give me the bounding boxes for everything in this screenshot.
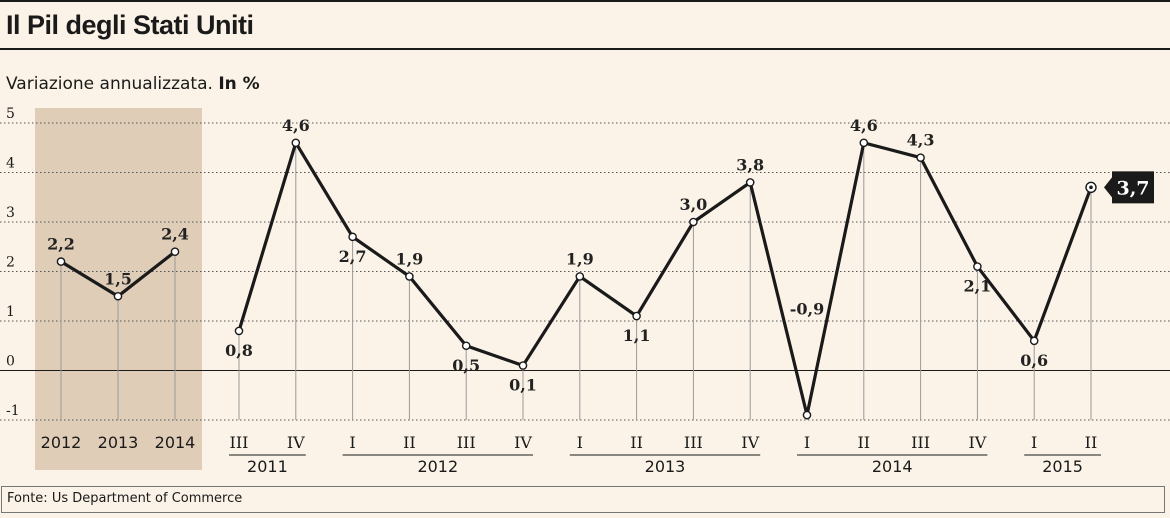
quarterly-data-label: 4,3 bbox=[907, 131, 935, 150]
quarterly-data-point bbox=[632, 311, 641, 321]
quarterly-data-point bbox=[689, 217, 698, 227]
x-tick-label-quarter: I bbox=[804, 433, 810, 452]
quarterly-data-point bbox=[802, 410, 812, 420]
quarterly-data-label: -0,9 bbox=[790, 300, 824, 319]
gdp-line-chart: -1 0 1 2 3 4 5 2,2 1,5 2,4 0,8 4,6 2,7 1,9 0,5 0,1 1,9 1… bbox=[0, 106, 1170, 476]
annual-data-point bbox=[113, 291, 123, 301]
quarterly-data-label: 0,1 bbox=[509, 376, 537, 395]
quarterly-data-point bbox=[348, 232, 357, 242]
annual-data-point bbox=[170, 247, 180, 256]
x-tick-label-year: 2014 bbox=[155, 433, 196, 452]
x-tick-label-quarter: IV bbox=[741, 433, 759, 452]
subtitle-text: Variazione annualizzata. bbox=[6, 74, 213, 94]
x-tick-label-quarter: II bbox=[1085, 433, 1098, 452]
x-tick-label-quarter: II bbox=[630, 433, 643, 452]
x-tick-label-year: 2013 bbox=[98, 433, 139, 452]
quarterly-data-label: 0,5 bbox=[452, 356, 480, 375]
x-tick-label-quarter: I bbox=[1031, 433, 1037, 452]
quarterly-data-label: 1,9 bbox=[395, 249, 423, 268]
x-tick-label-quarter: IV bbox=[968, 433, 986, 452]
quarterly-data-label: 0,8 bbox=[225, 341, 253, 360]
y-tick-label: 4 bbox=[6, 156, 15, 172]
quarterly-data-point bbox=[1029, 336, 1039, 346]
title-rule bbox=[0, 48, 1170, 50]
year-group-label: 2015 bbox=[1042, 457, 1083, 476]
y-tick-label: 1 bbox=[6, 304, 15, 320]
y-tick-label: 0 bbox=[6, 354, 15, 370]
annual-data-label: 2,2 bbox=[47, 235, 75, 254]
x-tick-label-quarter: IV bbox=[514, 433, 532, 452]
quarterly-data-label: 1,1 bbox=[623, 326, 651, 345]
x-tick-label-quarter: I bbox=[577, 433, 583, 452]
x-tick-label-quarter: III bbox=[911, 433, 930, 452]
latest-data-point-dot bbox=[1089, 185, 1093, 190]
year-group-label: 2012 bbox=[417, 457, 458, 476]
quarterly-data-point bbox=[461, 341, 471, 351]
quarterly-data-label: 2,1 bbox=[963, 277, 991, 296]
subtitle-unit: In % bbox=[218, 74, 260, 94]
source-note: Fonte: Us Department of Commerce bbox=[7, 491, 243, 506]
quarterly-data-point bbox=[973, 262, 982, 271]
x-tick-label-quarter: II bbox=[857, 433, 870, 452]
quarterly-data-label: 3,8 bbox=[736, 155, 764, 174]
annual-data-label: 1,5 bbox=[104, 269, 132, 288]
quarterly-data-label: 1,9 bbox=[566, 249, 594, 268]
quarterly-data-point bbox=[518, 361, 528, 370]
x-tick-label-year: 2012 bbox=[41, 433, 82, 452]
quarterly-data-label: 0,6 bbox=[1020, 351, 1048, 370]
top-rule bbox=[0, 0, 1170, 2]
annual-data-label: 2,4 bbox=[161, 225, 189, 244]
callout-arrow bbox=[1104, 177, 1112, 198]
y-tick-label: 3 bbox=[6, 205, 15, 221]
x-tick-label-quarter: I bbox=[349, 433, 355, 452]
x-tick-label-quarter: II bbox=[403, 433, 416, 452]
y-tick-label: 2 bbox=[6, 255, 15, 271]
x-tick-label-quarter: III bbox=[230, 433, 249, 452]
quarterly-data-point bbox=[745, 178, 755, 187]
x-tick-label-quarter: IV bbox=[287, 433, 305, 452]
chart-title: Il Pil degli Stati Uniti bbox=[6, 10, 254, 40]
x-tick-label-quarter: III bbox=[684, 433, 703, 452]
callout-box bbox=[1112, 171, 1154, 204]
quarterly-data-point bbox=[859, 138, 869, 148]
year-group-label: 2013 bbox=[645, 457, 686, 476]
chart-subtitle: Variazione annualizzata. In % bbox=[6, 74, 260, 94]
quarterly-data-label: 4,6 bbox=[282, 116, 310, 135]
quarterly-data-label: 2,7 bbox=[339, 247, 367, 266]
quarterly-series-line bbox=[237, 138, 1093, 416]
quarterly-data-point bbox=[234, 326, 244, 336]
year-group-label: 2011 bbox=[247, 457, 288, 476]
quarterly-data-point bbox=[575, 272, 585, 281]
quarterly-data-label: 4,6 bbox=[850, 116, 878, 135]
annual-data-point bbox=[56, 257, 66, 266]
x-tick-label-quarter: III bbox=[457, 433, 476, 452]
footer-box: Fonte: Us Department of Commerce bbox=[1, 486, 1165, 513]
quarterly-data-point bbox=[291, 138, 301, 148]
y-tick-label: -1 bbox=[6, 403, 20, 419]
year-group-label: 2014 bbox=[872, 457, 913, 476]
latest-data-label: 3,7 bbox=[1116, 177, 1149, 199]
quarterly-data-label: 3,0 bbox=[679, 195, 707, 214]
quarterly-data-point bbox=[916, 153, 925, 162]
y-tick-label: 5 bbox=[6, 106, 15, 122]
quarterly-data-point bbox=[405, 272, 414, 281]
